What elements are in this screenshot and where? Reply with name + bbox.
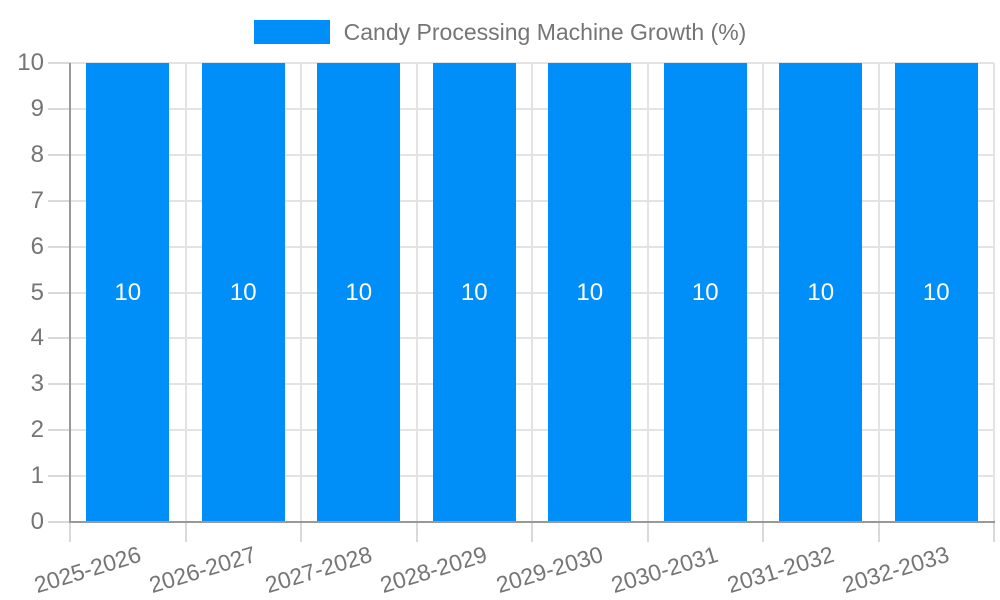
- x-axis-tick: [300, 523, 302, 542]
- bar-2029-2030[interactable]: [548, 63, 632, 522]
- x-gridline: [646, 63, 649, 522]
- x-axis-category-label: 2027-2028: [261, 540, 375, 598]
- legend-title: Candy Processing Machine Growth (%): [343, 19, 747, 45]
- bar-2027-2028[interactable]: [317, 63, 401, 522]
- y-axis-tick-label: 3: [30, 370, 44, 398]
- x-axis-tick: [415, 523, 418, 542]
- x-gridline: [531, 63, 533, 522]
- bar-value-label: 10: [460, 278, 488, 306]
- y-axis-tick-label: 0: [30, 508, 44, 535]
- bar-2031-2032[interactable]: [779, 63, 863, 522]
- bar-value-label: 10: [345, 278, 373, 306]
- x-axis-category-label: 2032-2033: [839, 540, 953, 598]
- x-axis-category-label: 2026-2027: [146, 540, 260, 598]
- y-axis-tick: [48, 107, 70, 110]
- x-axis-tick: [877, 523, 880, 542]
- x-axis-category-label: 2030-2031: [608, 540, 722, 598]
- bar-2032-2033[interactable]: [894, 63, 978, 522]
- y-axis-tick: [48, 62, 70, 64]
- x-gridline: [184, 63, 187, 522]
- bar-value-label: 10: [691, 278, 719, 306]
- x-gridline: [993, 63, 995, 522]
- x-axis-category-label: 2028-2029: [377, 540, 491, 598]
- y-axis-tick-label: 6: [30, 232, 44, 260]
- y-axis-tick: [48, 291, 70, 294]
- y-axis-tick-label: 5: [30, 278, 44, 306]
- x-gridline: [300, 63, 302, 522]
- x-axis-category-label: 2029-2030: [492, 540, 606, 598]
- y-axis-tick: [48, 475, 70, 478]
- y-axis-tick-label: 2: [30, 416, 44, 444]
- y-axis-tick: [48, 337, 70, 340]
- x-axis-category-label: 2031-2032: [723, 540, 837, 598]
- y-axis-tick-label: 4: [30, 324, 44, 352]
- bar-value-label: 10: [807, 278, 835, 306]
- y-axis-line: [69, 63, 71, 523]
- bar-2030-2031[interactable]: [663, 63, 747, 522]
- bar-value-label: 10: [922, 278, 950, 306]
- x-axis-tick: [531, 523, 533, 542]
- y-axis-tick: [48, 383, 70, 386]
- x-axis-tick: [646, 523, 649, 542]
- y-axis-tick-label: 10: [17, 49, 44, 76]
- x-axis-tick: [184, 523, 187, 542]
- bar-value-label: 10: [229, 278, 257, 306]
- bar-value-label: 10: [576, 278, 604, 306]
- x-axis-line: [69, 521, 995, 523]
- y-axis-tick: [48, 245, 70, 248]
- y-axis-tick: [48, 199, 70, 202]
- x-axis-tick: [762, 523, 764, 542]
- y-axis-tick-label: 9: [30, 94, 44, 122]
- x-axis-category-label: 2025-2026: [30, 540, 144, 598]
- x-gridline: [877, 63, 880, 522]
- x-gridline: [415, 63, 418, 522]
- y-axis-tick: [48, 521, 70, 523]
- x-gridline: [762, 63, 764, 522]
- y-axis-tick-label: 1: [30, 462, 44, 490]
- bar-2025-2026[interactable]: [86, 63, 170, 522]
- y-axis-tick: [48, 153, 70, 156]
- bar-2028-2029[interactable]: [432, 63, 516, 522]
- bar-2026-2027[interactable]: [201, 63, 285, 522]
- chart-legend[interactable]: Candy Processing Machine Growth (%): [0, 17, 1000, 47]
- x-axis-tick: [69, 523, 71, 542]
- y-axis-tick-label: 8: [30, 140, 44, 168]
- legend-swatch: [253, 20, 330, 44]
- bar-value-label: 10: [114, 278, 142, 306]
- y-axis-tick-label: 7: [30, 186, 44, 214]
- y-axis-tick: [48, 429, 70, 432]
- x-axis-tick: [993, 523, 995, 542]
